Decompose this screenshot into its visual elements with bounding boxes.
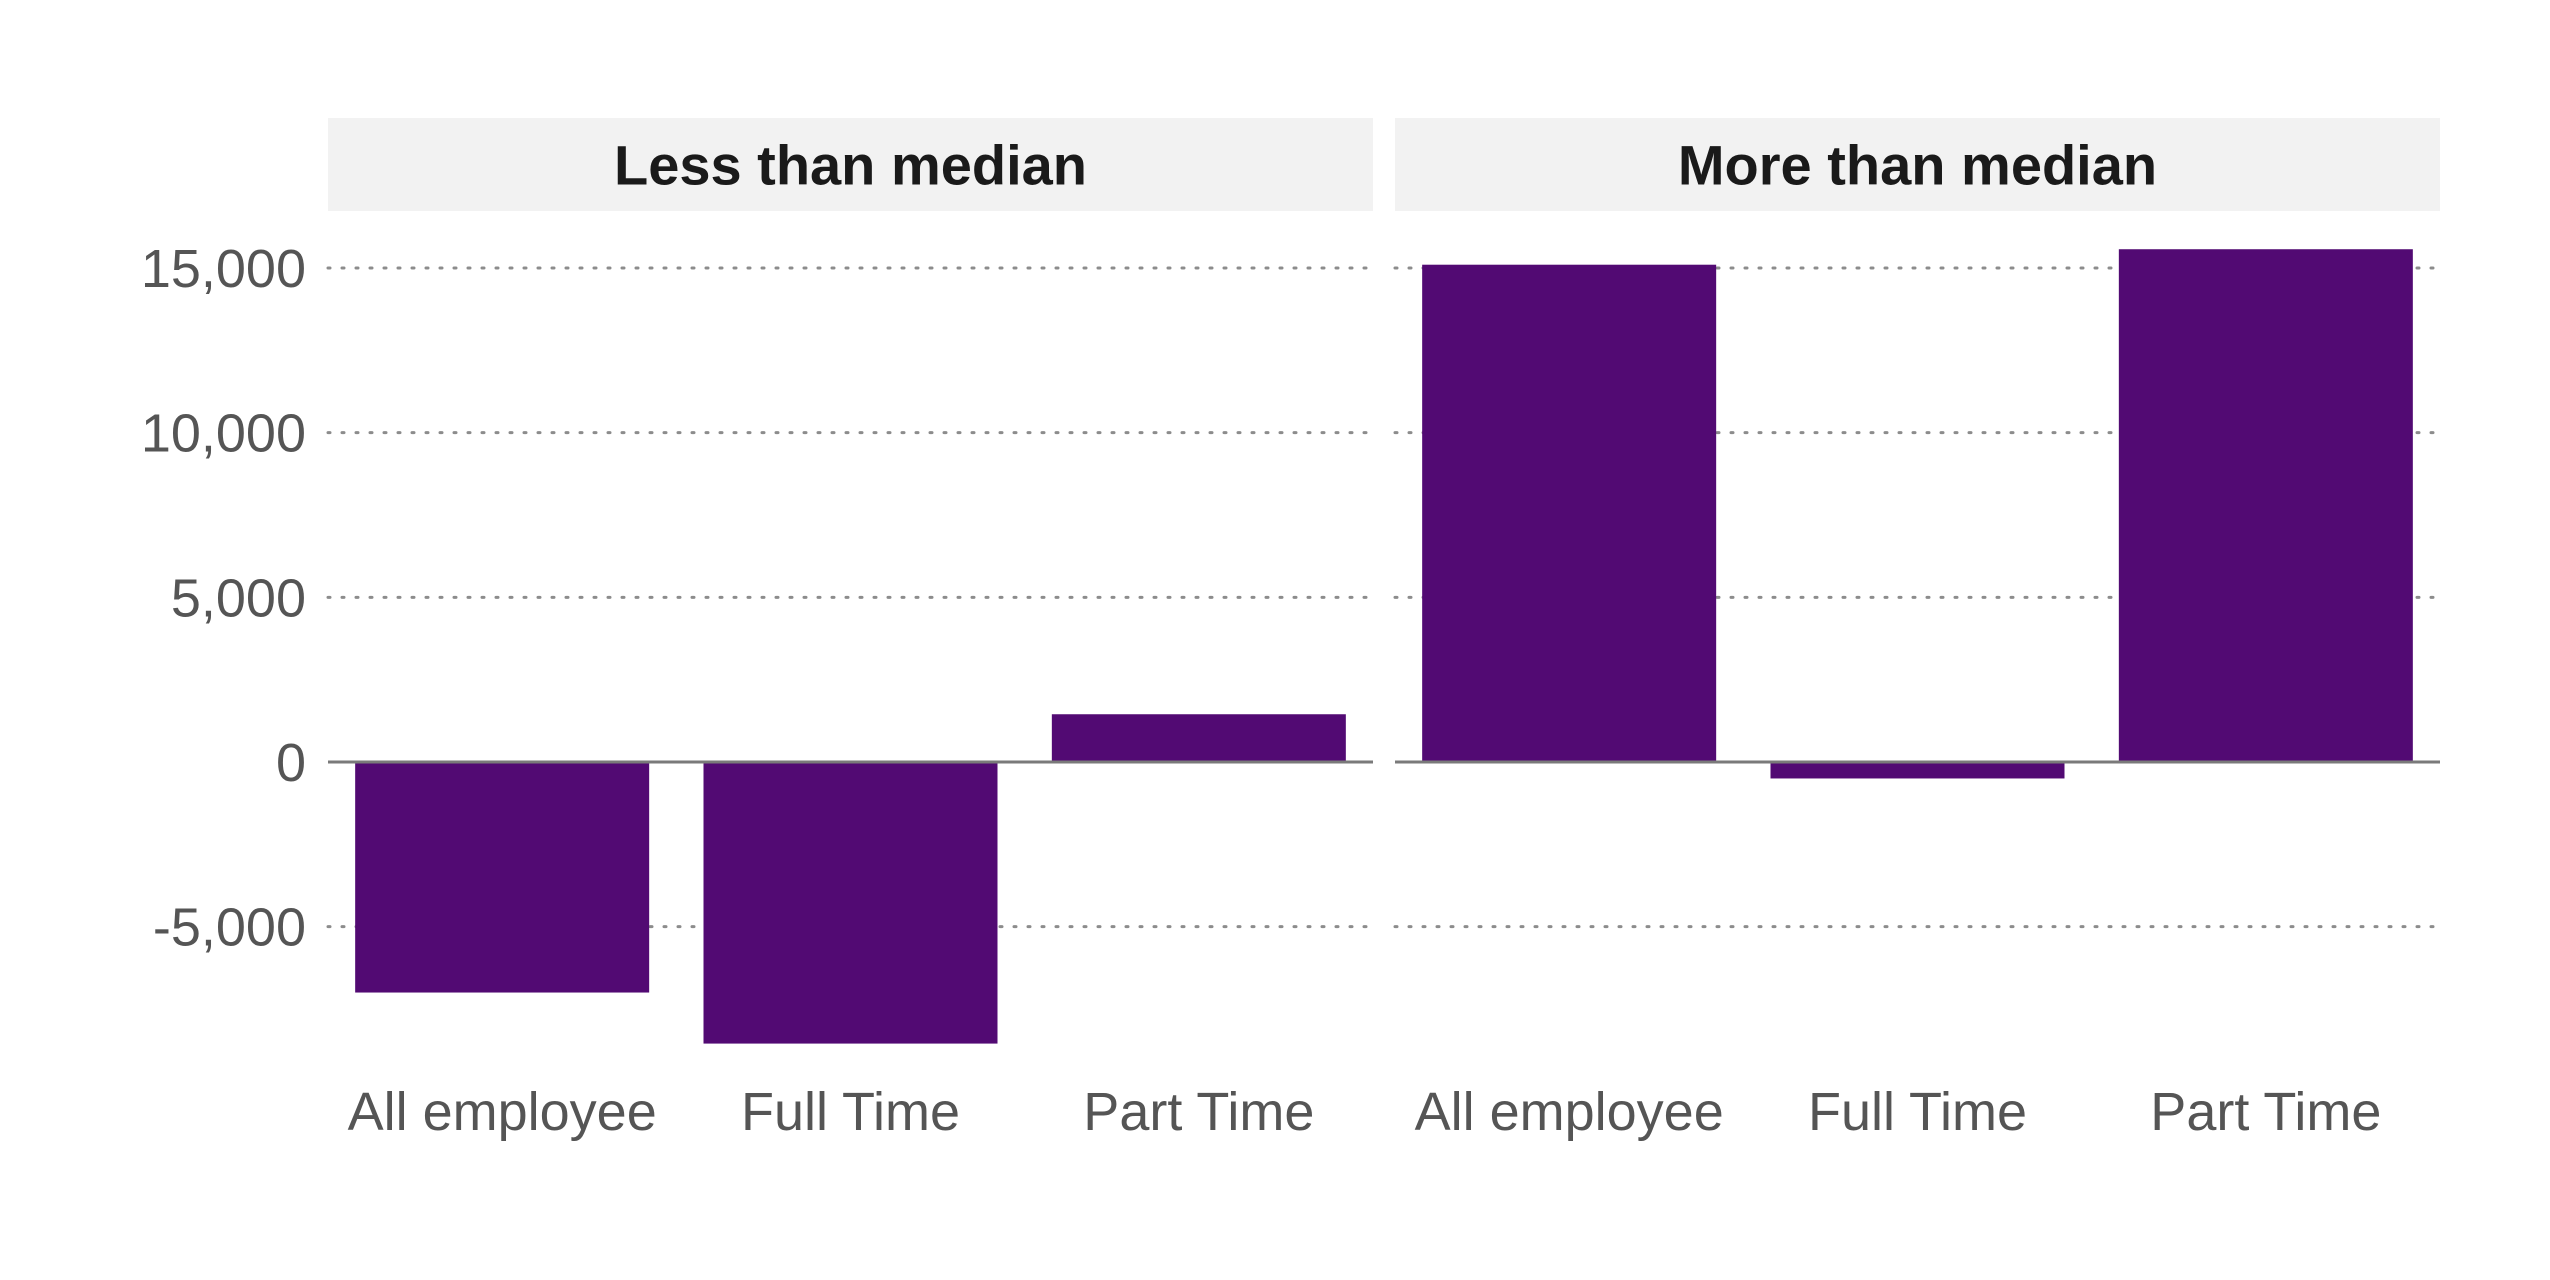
panel-title: More than median <box>1678 134 2157 197</box>
x-category-label: All employee <box>348 1082 657 1142</box>
bar <box>355 762 650 993</box>
y-tick-label: 5,000 <box>171 568 306 628</box>
panel-more-than-median: More than median All employee Full Time Par… <box>1393 118 2442 1142</box>
panel-header <box>328 118 1373 211</box>
bar <box>1770 762 2065 779</box>
x-category-label: Part Time <box>1083 1082 1314 1142</box>
bar <box>1422 264 1717 762</box>
x-category-label: All employee <box>1415 1082 1724 1142</box>
y-tick-label: 15,000 <box>141 239 306 299</box>
y-tick-label: 0 <box>276 733 306 793</box>
y-axis: 15,000 10,000 5,000 0 -5,000 <box>141 239 306 958</box>
x-category-label: Full Time <box>1808 1082 2027 1142</box>
panel-title: Less than median <box>614 134 1087 197</box>
bar <box>703 762 998 1044</box>
bar <box>2118 249 2413 762</box>
x-category-label: Part Time <box>2150 1082 2381 1142</box>
bar <box>1051 714 1346 762</box>
y-tick-label: 10,000 <box>141 404 306 464</box>
panel-header <box>1395 118 2440 211</box>
y-tick-label: -5,000 <box>153 898 306 958</box>
panel-less-than-median: Less than median All employee Full Time Par… <box>326 118 1375 1142</box>
panels: Less than median All employee Full Time Par… <box>326 118 2442 1142</box>
x-category-label: Full Time <box>741 1082 960 1142</box>
